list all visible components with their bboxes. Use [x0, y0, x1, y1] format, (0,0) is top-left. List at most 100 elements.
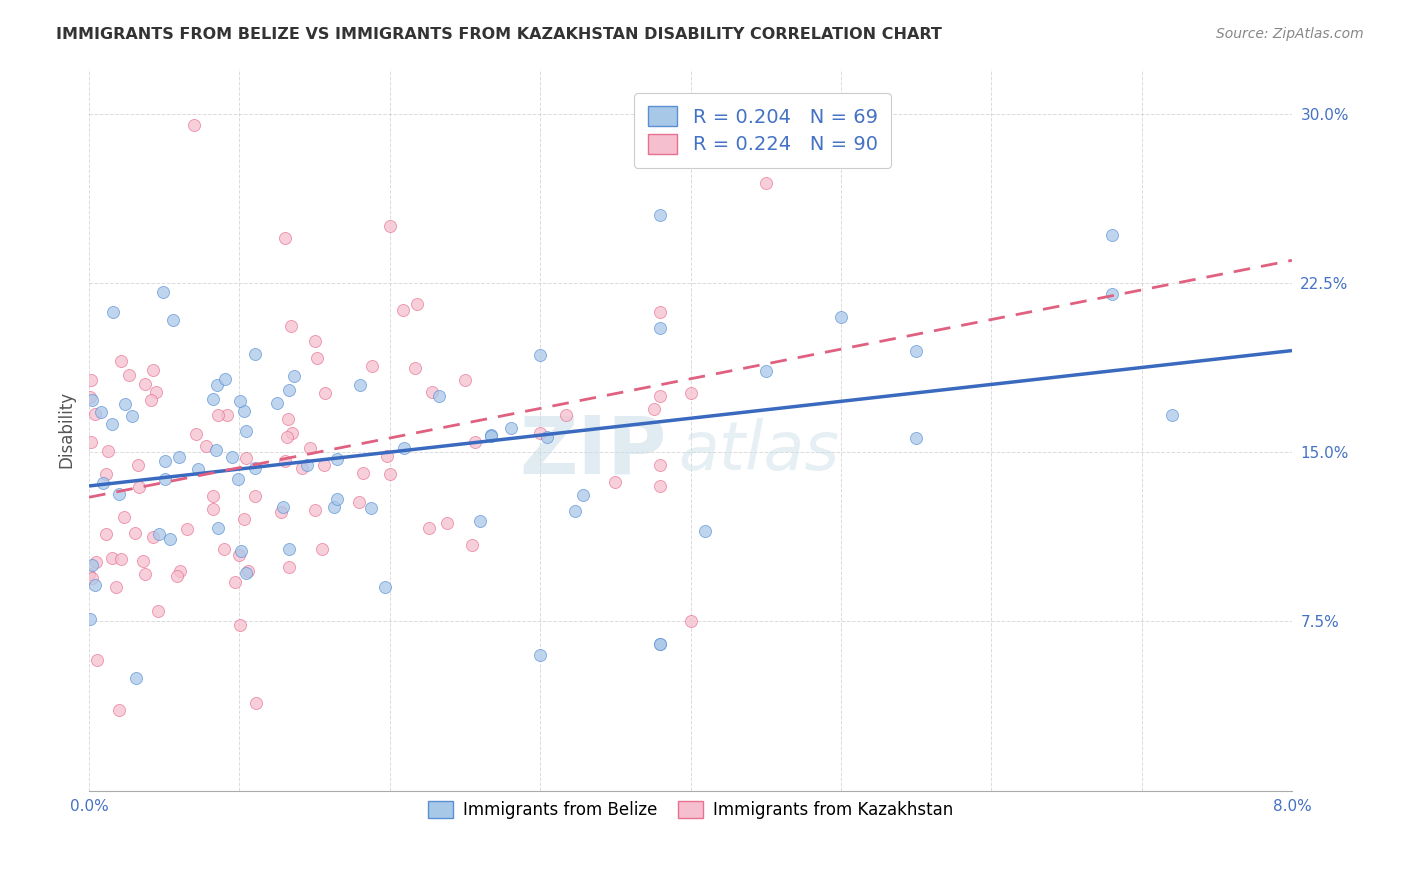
Point [679, 615, 702, 629]
Point [650, 305, 672, 319]
Point [114, 397, 136, 411]
Point [127, 458, 149, 472]
Point [378, 467, 401, 482]
Point [277, 383, 299, 397]
Point [266, 396, 288, 410]
Point [679, 386, 702, 401]
Point [84, 555, 107, 569]
Point [755, 176, 778, 190]
Point [650, 637, 672, 651]
Point [325, 452, 347, 467]
Point [167, 450, 190, 464]
Point [97, 444, 120, 458]
Point [80, 558, 103, 572]
Point [323, 500, 346, 514]
Point [121, 409, 143, 424]
Point [314, 385, 336, 400]
Point [270, 504, 292, 518]
Point [436, 516, 458, 531]
Point [94, 467, 117, 482]
Legend: Immigrants from Belize, Immigrants from Kazakhstan: Immigrants from Belize, Immigrants from … [422, 794, 959, 826]
Point [905, 343, 928, 358]
Point [124, 525, 146, 540]
Point [392, 441, 415, 455]
Point [77, 566, 100, 581]
Point [298, 441, 321, 455]
Point [233, 512, 256, 526]
Point [643, 402, 665, 417]
Point [108, 703, 131, 717]
Point [202, 489, 225, 503]
Point [755, 364, 778, 378]
Point [153, 473, 176, 487]
Point [420, 384, 443, 399]
Point [110, 551, 132, 566]
Point [221, 450, 243, 464]
Point [195, 439, 218, 453]
Point [605, 475, 627, 489]
Point [295, 458, 318, 472]
Point [146, 604, 169, 618]
Point [470, 514, 492, 528]
Point [280, 318, 302, 333]
Point [118, 368, 141, 383]
Point [142, 530, 165, 544]
Point [352, 467, 374, 481]
Point [100, 417, 122, 432]
Point [650, 208, 672, 222]
Point [132, 554, 155, 568]
Point [214, 542, 236, 557]
Point [314, 458, 336, 472]
Point [152, 285, 174, 299]
Point [349, 378, 371, 392]
Point [232, 404, 254, 418]
Point [243, 346, 266, 360]
Point [479, 427, 502, 442]
Point [224, 575, 246, 590]
Point [176, 522, 198, 536]
Point [304, 503, 326, 517]
Point [245, 489, 267, 503]
Point [650, 458, 672, 472]
Point [205, 443, 228, 458]
Point [134, 567, 156, 582]
Point [107, 487, 129, 501]
Point [529, 348, 551, 362]
Point [650, 389, 672, 403]
Point [529, 648, 551, 663]
Point [207, 409, 229, 423]
Point [159, 532, 181, 546]
Point [162, 313, 184, 327]
Point [169, 565, 191, 579]
Point [1101, 287, 1123, 301]
Point [104, 580, 127, 594]
Point [183, 118, 205, 132]
Point [110, 354, 132, 368]
Point [454, 373, 477, 387]
Point [650, 479, 672, 493]
Point [307, 351, 329, 366]
Point [187, 462, 209, 476]
Point [650, 320, 672, 334]
Point [277, 412, 299, 426]
Point [184, 427, 207, 442]
Point [139, 393, 162, 408]
Point [326, 492, 349, 507]
Point [291, 460, 314, 475]
Point [207, 521, 229, 535]
Point [166, 568, 188, 582]
Point [564, 504, 586, 518]
Point [82, 392, 104, 407]
Point [276, 430, 298, 444]
Point [101, 304, 124, 318]
Text: ZIP: ZIP [519, 412, 666, 491]
Point [226, 472, 249, 486]
Point [80, 435, 103, 450]
Point [378, 219, 401, 234]
Point [427, 389, 450, 403]
Point [349, 495, 371, 509]
Point [214, 371, 236, 385]
Y-axis label: Disability: Disability [58, 391, 75, 468]
Point [202, 501, 225, 516]
Point [391, 302, 413, 317]
